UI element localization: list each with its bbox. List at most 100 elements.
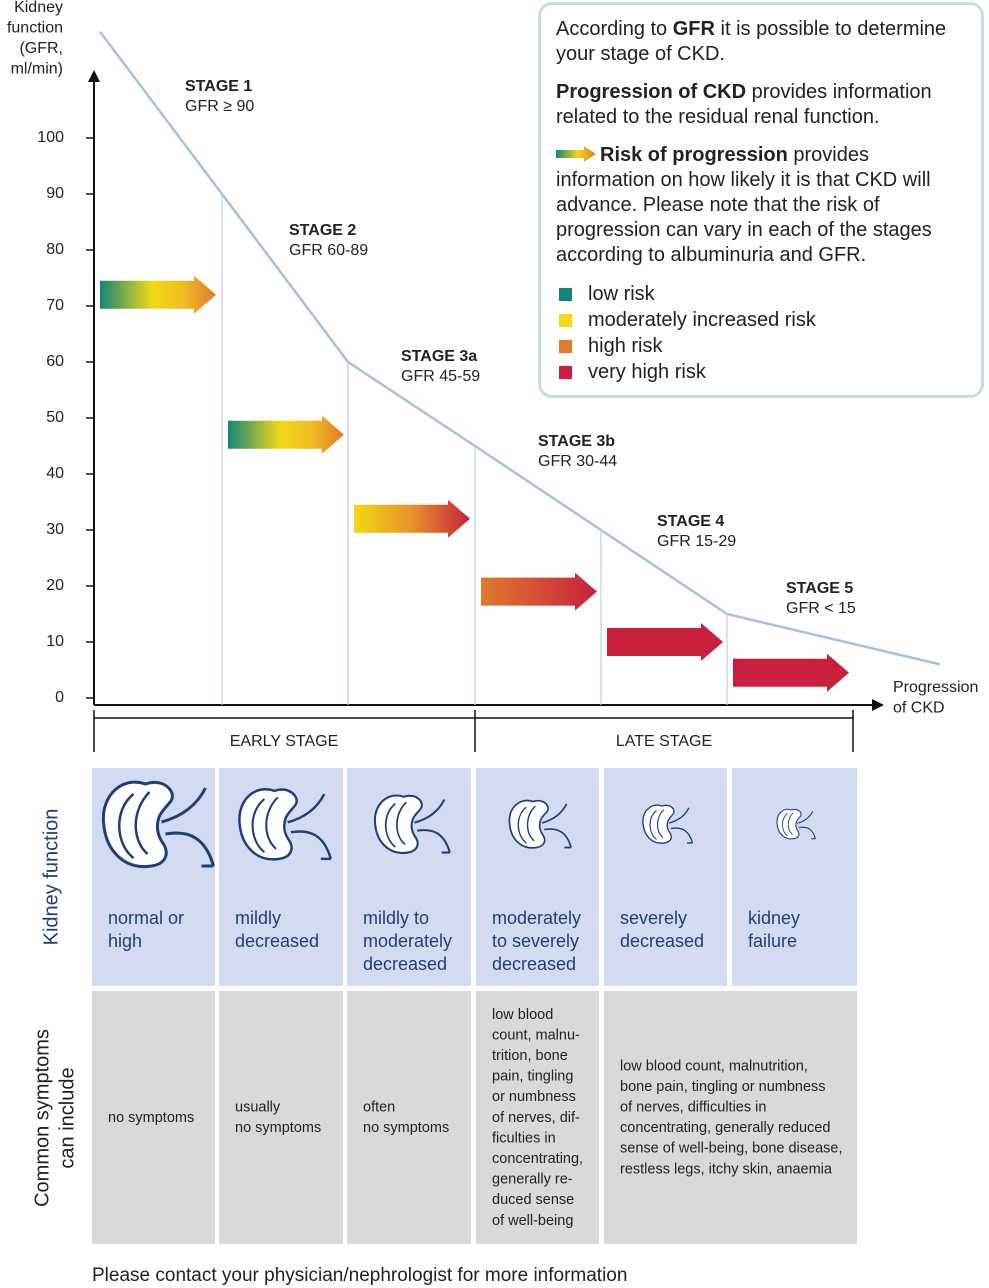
risk-arrow [100,275,216,314]
info-text: Progression of CKD [556,81,747,103]
info-paragraph: Progression of CKD provides information … [556,80,967,130]
info-text: Risk of progression [600,144,788,166]
info-paragraph: Risk of progression provides information… [556,143,967,268]
y-tick-label: 60 [46,353,64,370]
row-label: can include [56,1067,78,1168]
function-label: decreased [235,931,319,951]
symptom-text: generally re- [492,1172,573,1188]
y-axis-title: function [7,20,63,37]
kidney-lobe [118,791,151,859]
x-axis-arrow [872,699,884,711]
symptom-text: of nerves, difficulties in [620,1100,766,1116]
stage-name: STAGE 3a [401,348,477,365]
symptom-text: no symptoms [363,1120,449,1136]
ureter [287,793,332,861]
function-label: mildly [235,908,281,928]
risk-arrow [607,623,723,661]
legend-swatch [559,287,572,301]
kidney-lobe [251,796,279,854]
kidney-icon [101,780,215,869]
info-paragraph: According to GFR it is possible to deter… [556,17,967,67]
function-cell [732,768,857,986]
ureter [797,811,817,840]
stage-name: STAGE 1 [185,78,252,95]
symptom-text: trition, bone [492,1048,568,1064]
kidney-lobe [384,801,407,848]
phase-bracket [93,710,854,752]
ureter [541,803,572,849]
symptom-text: or numbness [492,1089,576,1105]
ureter [414,799,451,854]
stage-name: STAGE 5 [786,580,853,597]
symptom-text: ficulties in [492,1130,556,1146]
row-label: Kidney function [40,809,62,946]
stage-name: STAGE 4 [657,513,724,530]
symptoms-cell [219,991,343,1244]
y-tick-label: 0 [55,689,64,706]
info-text: it is possible to determine your stage o… [556,18,947,65]
y-tick-label: 70 [46,297,64,314]
symptoms-cell [604,991,857,1244]
function-label: decreased [492,954,576,974]
stage-name: STAGE 2 [289,222,356,239]
x-axis-title: Progression [893,679,978,696]
legend-swatch [559,339,572,353]
symptom-text: count, malnu- [492,1027,580,1043]
symptom-text: concentrating, generally reduced [620,1120,830,1136]
stage-gfr: GFR < 15 [786,600,856,617]
function-label: decreased [620,931,704,951]
kidney-lobe [782,812,794,837]
legend-item: low risk [556,281,967,307]
function-label: failure [748,931,797,951]
function-label: kidney [748,908,800,928]
function-label: to severely [492,931,579,951]
kidney-body [776,808,802,840]
y-tick-label: 80 [46,241,64,258]
risk-arrow-icon [556,146,596,162]
y-axis-title: ml/min) [11,61,63,78]
legend-item: very high risk [556,359,967,385]
symptom-text: bone pain, tingling or numbness [620,1079,826,1095]
function-label: severely [620,908,687,928]
symptoms-cell [92,991,215,1244]
phase-label: LATE STAGE [616,733,712,750]
function-cell [604,768,727,986]
symptoms-cell [476,991,599,1244]
symptom-text: duced sense [492,1192,574,1208]
function-label: moderately [492,908,581,928]
symptom-text: low blood [492,1007,553,1023]
legend-label: moderately increased risk [588,308,816,331]
phase-label: EARLY STAGE [230,733,338,750]
risk-arrow [228,415,344,454]
function-label: high [108,931,142,951]
legend-swatch [559,365,572,379]
legend-label: low risk [588,282,655,305]
y-axis-arrow [88,70,100,82]
stage-gfr: GFR ≥ 90 [185,98,254,115]
info-text: According to [556,18,673,40]
y-tick-label: 50 [46,409,64,426]
ureter [161,787,215,868]
info-text: provides information on how likely it is… [556,144,932,266]
kidney-icon [776,808,817,840]
symptom-text: sense of well-being, bone disease, [620,1141,842,1157]
function-label: mildly to [363,908,429,928]
kidney-lobe [649,809,665,840]
symptom-text: restless legs, itchy skin, anaemia [620,1161,833,1177]
function-label: normal or [108,908,184,928]
risk-arrow [354,499,470,538]
kidney-icon [642,804,694,844]
stage-gfr: GFR 45-59 [401,368,480,385]
symptom-text: pain, tingling [492,1069,573,1085]
symptom-text: no symptoms [235,1120,321,1136]
info-box: According to GFR it is possible to deter… [538,2,984,398]
symptom-text: usually [235,1100,281,1116]
y-tick-label: 90 [46,185,64,202]
kidney-body [642,804,675,844]
stage-gfr: GFR 60-89 [289,242,368,259]
y-tick-label: 10 [46,633,64,650]
kidney-body [238,788,298,861]
ureter [668,807,694,844]
